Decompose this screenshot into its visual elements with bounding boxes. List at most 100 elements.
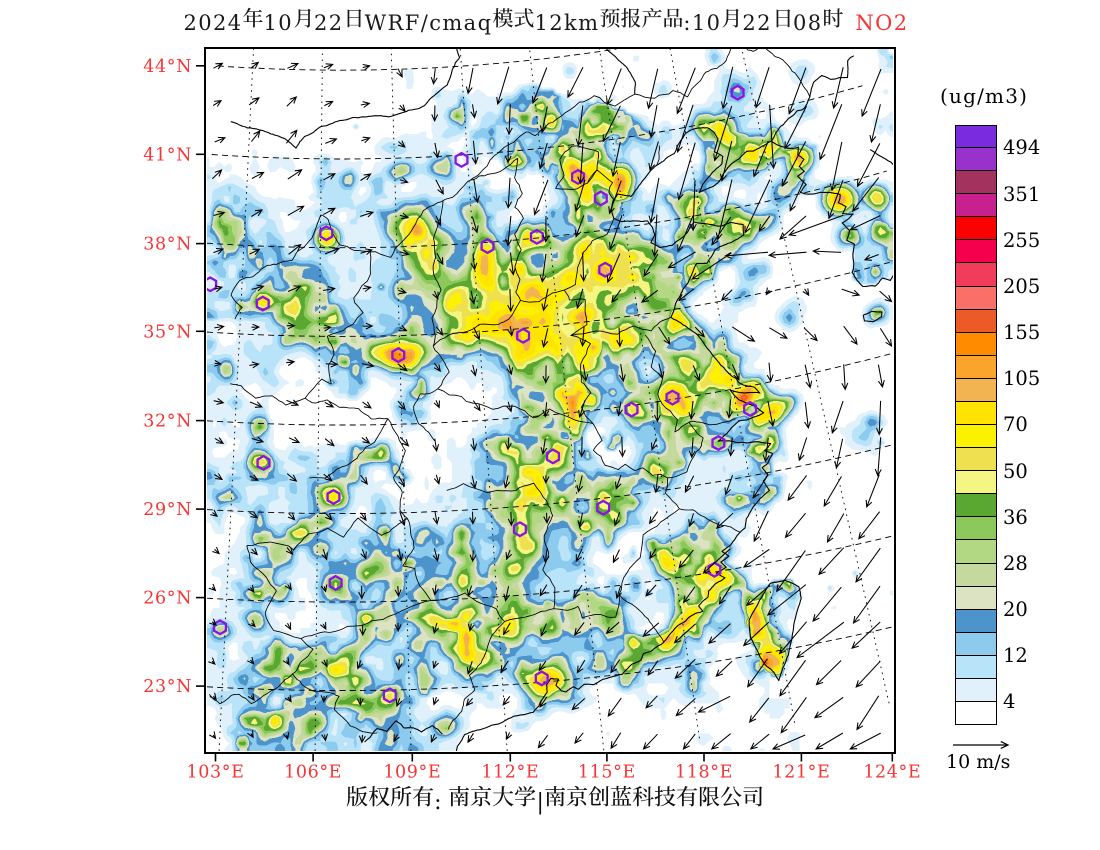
text-run: :10 <box>683 10 722 35</box>
cjk-glyph-svg <box>449 786 470 807</box>
lat-tick-label: 29°N <box>143 500 192 520</box>
wind-arrows <box>207 61 892 750</box>
coast-jeju <box>862 310 882 323</box>
concentration-field-canvas <box>206 49 893 751</box>
colorbar-label: 12 <box>1003 644 1028 668</box>
cjk-glyph-path <box>824 8 843 28</box>
colorbar-cell <box>955 609 997 633</box>
city-marker-Hefei <box>623 401 639 418</box>
cjk-glyph-path <box>642 7 662 28</box>
text-run: 22 <box>742 10 772 35</box>
colorbar-cell <box>955 355 997 379</box>
cjk-glyph-svg <box>346 786 368 807</box>
lat-tick-label: 38°N <box>143 235 192 255</box>
lat-tick-label: 41°N <box>143 145 192 165</box>
lon-tick-label: 118°E <box>675 763 733 783</box>
graticule-meridian <box>218 49 254 751</box>
lat-tick-label: 35°N <box>143 322 192 342</box>
colorbar-label: 20 <box>1003 597 1028 621</box>
cjk-glyph-svg <box>676 786 698 807</box>
city-marker-Chongqing <box>325 488 341 506</box>
wind-legend-arrow <box>953 741 1010 749</box>
city-marker-Lanzhou <box>255 295 270 312</box>
graticule-parallel <box>206 444 893 515</box>
colorbar-label: 36 <box>1003 505 1028 529</box>
city-marker-Guangzhou <box>534 670 549 687</box>
cjk-glyph-svg <box>824 8 843 28</box>
cjk-glyph-svg <box>588 786 609 807</box>
lon-tick-label: 112°E <box>481 763 539 783</box>
city-marker-Jinan <box>597 261 612 278</box>
cjk-glyph-svg <box>493 786 514 807</box>
cjk-glyph-svg <box>492 8 514 28</box>
colorbar-label: 50 <box>1003 459 1028 483</box>
cjk-glyph <box>412 786 434 809</box>
cjk-glyph-svg <box>699 786 720 807</box>
cjk-glyph <box>588 786 610 809</box>
text-run: 22 <box>314 10 344 35</box>
cjk-glyph <box>620 7 641 30</box>
graticule-parallel <box>217 49 617 71</box>
cjk-glyph-svg <box>566 786 588 807</box>
graticule-parallel <box>206 260 893 337</box>
cjk-glyph-path <box>699 786 720 807</box>
cjk-glyph-path <box>566 786 588 807</box>
colorbar-cell <box>955 171 997 195</box>
city-marker-Nanchang <box>595 499 610 516</box>
colorbar-cell <box>955 540 997 564</box>
cjk-glyph-svg <box>642 7 662 28</box>
cjk-glyph-path <box>368 786 390 807</box>
cjk-glyph-path <box>545 786 565 807</box>
colorbar-cell <box>955 702 997 726</box>
cjk-glyph <box>346 786 368 809</box>
graticule-parallel <box>206 352 893 426</box>
colorbar-label: 105 <box>1003 367 1041 391</box>
cjk-glyph-path <box>493 786 514 807</box>
colorbar-cell <box>955 563 997 587</box>
city-marker-Nanning <box>382 687 397 704</box>
cjk-glyph <box>566 786 588 809</box>
border-mongolia-west <box>230 49 460 149</box>
cjk-glyph-path <box>610 786 632 806</box>
lon-tick-label: 109°E <box>383 763 441 783</box>
cjk-glyph-svg <box>720 786 742 807</box>
cjk-glyph-svg <box>664 8 683 28</box>
cjk-glyph-svg <box>621 7 641 28</box>
city-marker-Shanghai <box>742 400 757 418</box>
province-borders <box>208 49 810 734</box>
lat-tick-label: 44°N <box>143 57 192 77</box>
cjk-glyph <box>632 786 654 809</box>
cjk-glyph-svg <box>545 786 565 807</box>
text-run: | <box>536 790 544 816</box>
cjk-glyph-path <box>347 9 362 28</box>
city-marker-Changsha <box>512 521 527 538</box>
cjk-glyph-path <box>412 786 434 807</box>
cjk-glyph <box>390 786 412 809</box>
cjk-glyph <box>448 786 470 809</box>
colorbar-cell <box>955 632 997 656</box>
text-run: 08 <box>792 10 823 35</box>
lon-tick-label: 103°E <box>187 763 245 783</box>
cjk-glyph-svg <box>610 786 632 806</box>
cjk-glyph <box>654 786 676 809</box>
text-run: WRF/cmaq <box>364 10 493 35</box>
city-marker-Beijing <box>570 168 585 186</box>
cjk-glyph <box>662 8 683 30</box>
colorbar-label: 494 <box>1003 136 1041 160</box>
cjk-glyph-svg <box>632 786 654 807</box>
border-mongolia-east <box>605 49 636 95</box>
city-marker-Wuhan <box>545 448 560 465</box>
cjk-glyph <box>293 8 314 30</box>
cjk-glyph-path <box>514 8 534 28</box>
cjk-glyph <box>641 7 662 30</box>
cjk-glyph <box>772 9 793 30</box>
cjk-glyph <box>544 786 566 809</box>
city-marker-Fuzhou <box>706 561 721 578</box>
lat-tick-label: 32°N <box>143 412 192 432</box>
cjk-glyph-svg <box>293 8 311 28</box>
map-overlay <box>206 49 893 751</box>
cjk-glyph-path <box>600 8 620 28</box>
colorbar-units-label: (ug/m3) <box>940 84 1029 108</box>
cjk-glyph <box>492 786 514 809</box>
text-run: 12km <box>534 10 600 35</box>
